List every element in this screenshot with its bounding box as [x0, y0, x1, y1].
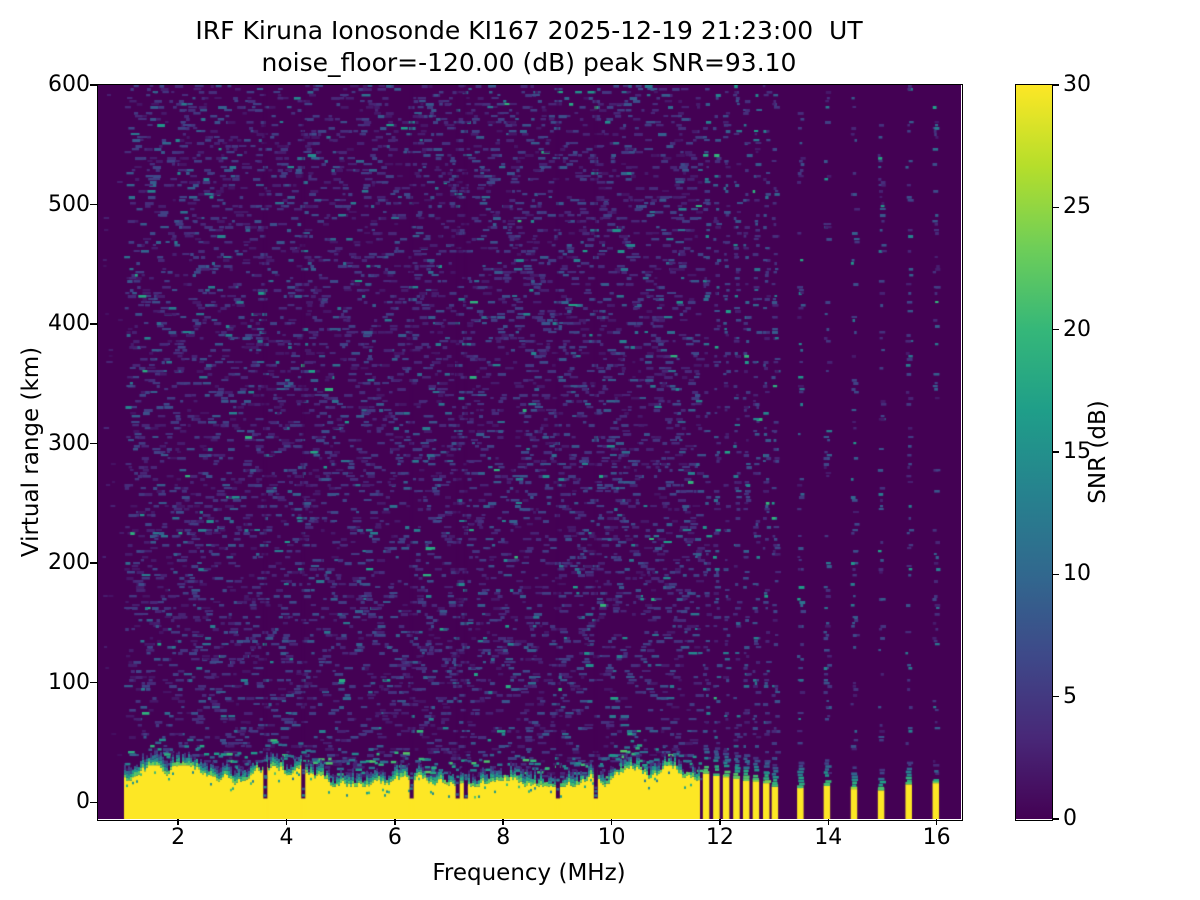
x-tick-mark	[610, 819, 613, 825]
y-tick-mark	[90, 323, 98, 325]
x-tick-mark	[394, 819, 396, 825]
y-tick-mark	[90, 562, 98, 564]
colorbar-tick-mark	[1052, 573, 1059, 576]
colorbar-label: SNR (dB)	[1085, 400, 1111, 504]
y-tick-label: 0	[76, 789, 90, 815]
chart-subtitle: noise_floor=-120.00 (dB) peak SNR=93.10	[261, 48, 797, 77]
colorbar-tick-label: 5	[1063, 683, 1077, 709]
colorbar-tick-mark	[1052, 695, 1059, 698]
x-tick-mark	[285, 819, 288, 825]
x-tick-label: 16	[922, 825, 951, 850]
y-tick-label: 300	[48, 430, 90, 456]
x-tick-label: 14	[814, 825, 843, 850]
colorbar-tick-label: 10	[1063, 561, 1091, 587]
y-tick-mark	[90, 801, 98, 803]
x-tick-label: 10	[597, 825, 626, 850]
x-tick-label: 4	[279, 825, 294, 850]
x-tick-mark	[177, 819, 179, 825]
y-tick-mark	[90, 84, 98, 86]
y-tick-label: 100	[48, 669, 90, 695]
colorbar-tick-mark	[1052, 206, 1059, 209]
y-tick-label: 500	[48, 191, 90, 217]
y-tick-label: 200	[48, 550, 90, 576]
colorbar-tick-label: 0	[1063, 806, 1077, 831]
colorbar-tick-mark	[1052, 818, 1059, 820]
colorbar-tick-label: 30	[1063, 72, 1091, 97]
y-tick-mark	[90, 442, 98, 445]
x-tick-mark	[719, 819, 721, 825]
x-tick-label: 6	[387, 825, 402, 850]
y-tick-mark	[90, 203, 98, 206]
colorbar-tick-mark	[1052, 451, 1059, 453]
colorbar-tick-label: 25	[1063, 194, 1091, 220]
chart-title: IRF Kiruna Ionosonde KI167 2025-12-19 21…	[195, 16, 863, 45]
colorbar-tick-label: 20	[1063, 316, 1091, 342]
y-tick-label: 400	[48, 311, 90, 337]
x-axis-label: Frequency (MHz)	[432, 860, 626, 886]
x-tick-label: 12	[705, 825, 734, 850]
y-tick-mark	[90, 681, 98, 684]
ionogram-heatmap-canvas	[98, 85, 961, 819]
colorbar-tick-mark	[1052, 84, 1059, 86]
y-tick-label: 600	[48, 72, 90, 97]
colorbar-tick-mark	[1052, 328, 1059, 331]
colorbar-gradient	[1016, 85, 1052, 819]
x-tick-label: 8	[496, 825, 511, 850]
x-tick-label: 2	[171, 825, 186, 850]
x-tick-mark	[502, 819, 504, 825]
colorbar-tick-label: 15	[1063, 439, 1091, 464]
x-tick-mark	[827, 819, 830, 825]
x-tick-mark	[935, 819, 938, 825]
